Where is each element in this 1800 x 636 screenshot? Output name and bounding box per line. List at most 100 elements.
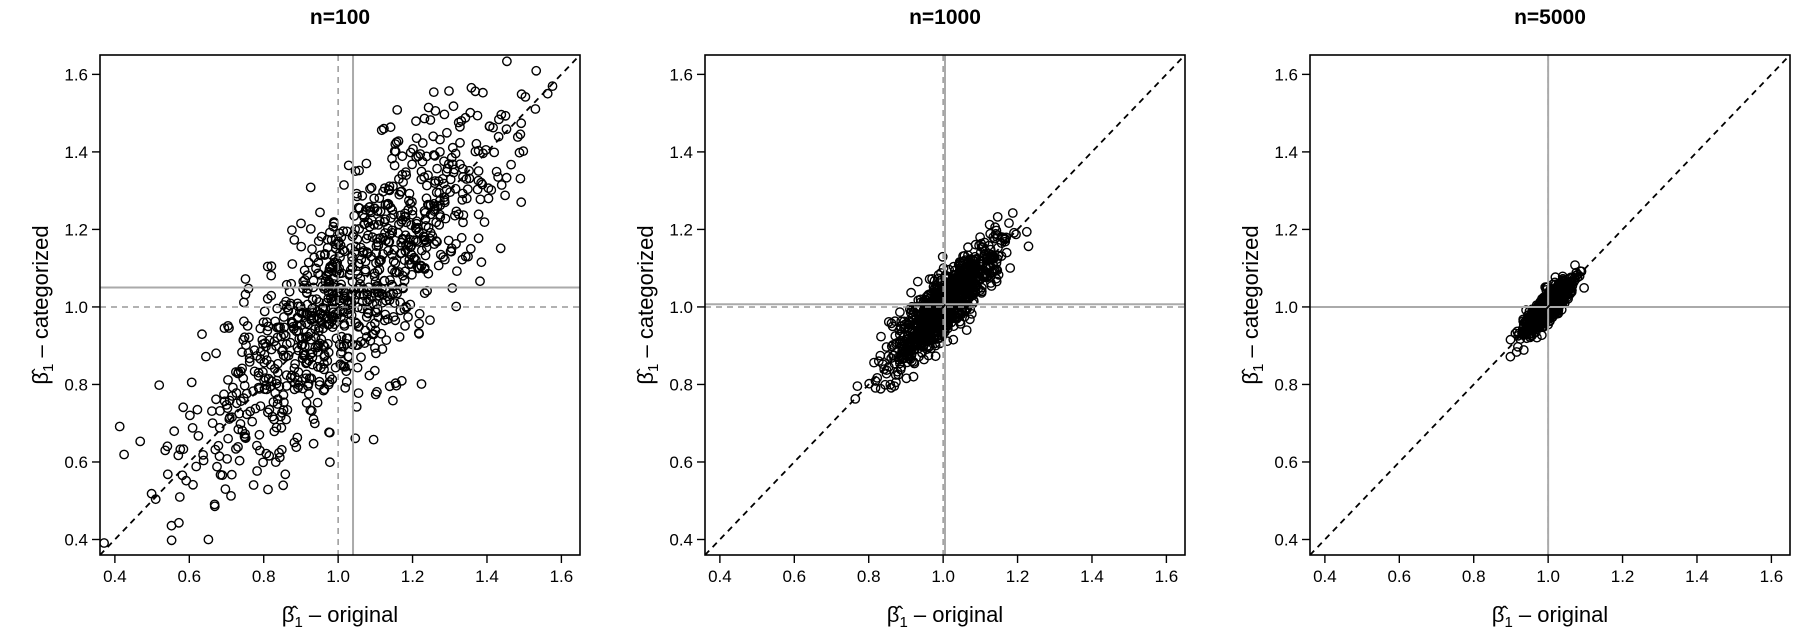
scatter-point — [423, 268, 434, 279]
scatter-point — [341, 376, 352, 387]
scatter-point — [254, 429, 265, 440]
scatter-point — [400, 208, 410, 219]
scatter-point — [475, 276, 485, 287]
scatter-point — [870, 382, 881, 393]
scatter-point — [473, 209, 484, 220]
scatter-point — [1505, 334, 1516, 345]
y-tick-label: 0.4 — [1274, 530, 1298, 549]
scatter-point — [187, 422, 198, 433]
scatter-point — [259, 306, 270, 317]
x-tick-label: 1.4 — [475, 567, 499, 586]
scatter-point — [323, 267, 334, 278]
scatter-point — [881, 342, 892, 352]
scatter-point — [198, 455, 209, 466]
scatter-point — [1522, 316, 1533, 327]
scatter-point — [311, 294, 322, 304]
x-tick-label: 1.0 — [326, 567, 350, 586]
scatter-point — [255, 401, 266, 411]
scatter-point — [289, 437, 300, 448]
scatter-point — [308, 438, 319, 449]
scatter-point — [465, 243, 476, 254]
scatter-point — [889, 381, 900, 391]
scatter-point — [515, 173, 526, 184]
scatter-point — [933, 321, 944, 332]
scatter-point — [212, 461, 222, 472]
scatter-point — [438, 178, 449, 189]
scatter-point — [237, 347, 247, 358]
scatter-point — [154, 380, 165, 390]
scatter-point — [873, 356, 884, 367]
scatter-point — [258, 457, 268, 468]
scatter-point — [303, 388, 314, 399]
scatter-point — [905, 307, 916, 318]
y-tick-label: 0.6 — [669, 453, 693, 472]
scatter-point — [377, 344, 388, 354]
scatter-point — [365, 205, 375, 216]
scatter-point — [389, 160, 400, 171]
y-axis-label: β̂1 – categorized — [28, 225, 57, 384]
scatter-point — [295, 301, 306, 312]
scatter-point — [214, 422, 225, 433]
scatter-point — [929, 310, 940, 321]
scatter-point — [339, 320, 350, 331]
scatter-point — [441, 166, 452, 177]
scatter-point — [419, 234, 429, 245]
scatter-point — [352, 362, 363, 373]
scatter-point — [950, 269, 961, 280]
scatter-point — [982, 255, 993, 266]
scatter-point — [303, 257, 314, 268]
scatter-point — [219, 323, 230, 333]
scatter-point — [241, 409, 252, 420]
scatter-point — [388, 311, 399, 322]
scatter-point — [292, 432, 303, 443]
scatter-point — [345, 265, 356, 275]
scatter-point — [251, 440, 262, 451]
scatter-point — [512, 132, 523, 142]
scatter-point — [388, 209, 399, 220]
scatter-point — [456, 116, 467, 126]
scatter-point — [203, 534, 214, 545]
scatter-point — [135, 436, 146, 447]
scatter-point — [946, 313, 957, 324]
scatter-point — [278, 350, 289, 361]
scatter-point — [893, 369, 904, 380]
x-tick-label: 1.4 — [1685, 567, 1709, 586]
scatter-point — [281, 381, 292, 391]
scatter-point — [341, 338, 352, 349]
scatter-point — [419, 288, 430, 299]
scatter-point — [396, 216, 407, 227]
scatter-point — [146, 488, 157, 499]
scatter-point — [272, 303, 283, 314]
x-tick-label: 0.4 — [1313, 567, 1337, 586]
scatter-point — [381, 335, 392, 345]
scatter-point — [912, 276, 923, 287]
scatter-point — [496, 109, 507, 120]
scatter-point — [948, 334, 959, 345]
scatter-point — [980, 270, 990, 281]
scatter-point — [985, 271, 996, 282]
scatter-point — [314, 376, 325, 387]
scatter-point — [299, 275, 310, 285]
identity-line — [1310, 55, 1790, 555]
scatter-point — [286, 225, 297, 236]
scatter-point — [319, 341, 330, 352]
scatter-point — [850, 393, 861, 404]
y-tick-label: 1.6 — [64, 65, 88, 84]
scatter-point — [1579, 282, 1590, 293]
scatter-point — [1004, 218, 1014, 229]
scatter-point — [501, 56, 512, 67]
scatter-point — [289, 234, 300, 245]
y-tick-label: 0.8 — [1274, 375, 1298, 394]
scatter-point — [946, 279, 957, 289]
scatter-point — [250, 403, 261, 414]
scatter-point — [273, 322, 284, 333]
scatter-point — [301, 397, 312, 408]
scatter-point — [914, 351, 924, 362]
scatter-point — [289, 384, 300, 395]
scatter-point — [876, 331, 886, 342]
scatter-point — [309, 418, 320, 429]
scatter-point — [366, 182, 377, 193]
scatter-point — [928, 281, 939, 292]
scatter-point — [319, 351, 330, 362]
scatter-point — [380, 228, 390, 238]
